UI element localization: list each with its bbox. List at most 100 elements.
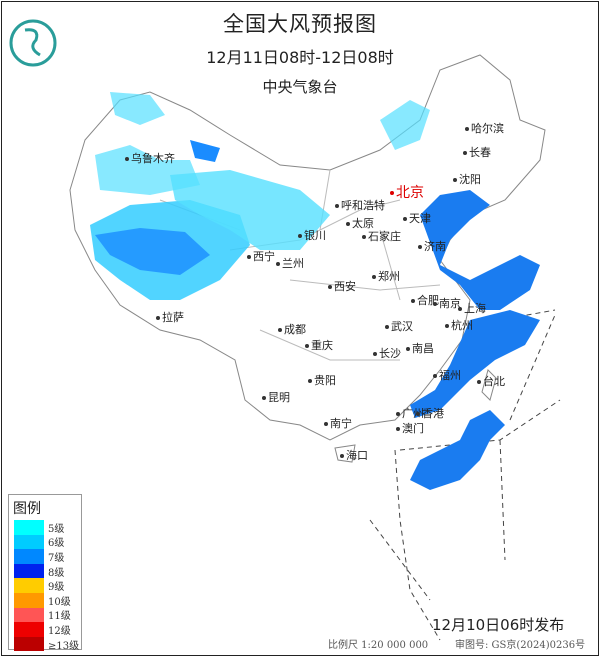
legend-item: 11级: [9, 607, 81, 623]
city-label: 杭州: [445, 317, 473, 333]
taiwan: [481, 369, 497, 401]
city-name: 西宁: [253, 250, 275, 263]
city-name: 郑州: [378, 270, 400, 283]
legend-label: 7级: [48, 552, 65, 564]
map-review-number: 审图号: GS京(2024)0236号: [455, 640, 586, 651]
city-name: 济南: [424, 240, 446, 253]
city-dot-icon: [335, 204, 339, 208]
legend-item: 6级: [9, 534, 81, 550]
issue-time: 12月10日06时发布: [432, 616, 565, 634]
city-label: 哈尔滨: [465, 120, 504, 136]
city-name: 澳门: [402, 422, 424, 435]
city-name: 拉萨: [162, 311, 184, 324]
city-dot-icon: [406, 347, 410, 351]
sea-boundaries: [369, 309, 561, 641]
city-label: 长春: [463, 144, 491, 160]
city-name: 沈阳: [459, 173, 481, 186]
city-name: 哈尔滨: [471, 122, 504, 135]
city-dot-icon: [453, 178, 457, 182]
city-label: 澳门: [396, 420, 424, 436]
city-label: 南昌: [406, 340, 434, 356]
city-dot-icon: [390, 191, 394, 195]
city-dot-icon: [372, 275, 376, 279]
city-name: 昆明: [268, 391, 290, 404]
city-name: 太原: [352, 217, 374, 230]
city-dot-icon: [262, 396, 266, 400]
forecast-period: 12月11日08时-12日08时: [206, 48, 394, 67]
city-label: 西宁: [247, 248, 275, 264]
legend-swatch: [14, 520, 44, 535]
legend-label: 10级: [48, 596, 71, 608]
legend-label: 8级: [48, 567, 65, 579]
legend-title: 图例: [13, 501, 41, 517]
city-name: 西安: [334, 280, 356, 293]
city-dot-icon: [433, 374, 437, 378]
legend-label: 6级: [48, 538, 65, 550]
city-dot-icon: [324, 422, 328, 426]
city-label: 北京: [390, 182, 424, 202]
city-dot-icon: [416, 412, 420, 416]
hainan: [334, 444, 356, 463]
cma-logo: [9, 19, 57, 67]
legend-swatch: [14, 578, 44, 593]
city-dot-icon: [362, 235, 366, 239]
city-label: 西安: [328, 278, 356, 294]
map-title: 全国大风预报图: [223, 12, 377, 36]
city-name: 武汉: [391, 320, 413, 333]
legend-swatch: [14, 534, 44, 550]
city-label: 昆明: [262, 389, 290, 405]
city-name: 上海: [464, 302, 486, 315]
legend-item: 9级: [9, 578, 81, 593]
legend: 图例 5级 6级 7级 8级 9级 10级 11级 12级 ≥13级: [8, 494, 82, 652]
city-dot-icon: [276, 262, 280, 266]
map-scale: 比例尺 1:20 000 000: [328, 640, 429, 651]
legend-item: 5级: [9, 520, 81, 535]
city-name: 南昌: [412, 342, 434, 355]
city-label: 济南: [418, 238, 446, 254]
legend-item: ≥13级: [9, 636, 81, 652]
legend-item: 7级: [9, 549, 81, 564]
city-label: 贵阳: [308, 372, 336, 388]
city-name: 福州: [439, 369, 461, 382]
city-label: 呼和浩特: [335, 197, 385, 213]
city-name: 银川: [304, 229, 326, 242]
city-name: 贵阳: [314, 374, 336, 387]
city-label: 太原: [346, 215, 374, 231]
city-name: 呼和浩特: [341, 199, 385, 212]
city-dot-icon: [465, 127, 469, 131]
city-dot-icon: [385, 325, 389, 329]
city-label: 石家庄: [362, 228, 401, 244]
legend-label: 5级: [48, 523, 65, 535]
city-name: 广州: [402, 407, 424, 420]
city-name: 重庆: [311, 339, 333, 352]
city-dot-icon: [156, 316, 160, 320]
city-name: 海口: [346, 449, 368, 462]
agency-name: 中央气象台: [262, 78, 338, 96]
city-label: 武汉: [385, 318, 413, 334]
legend-item: 10级: [9, 592, 81, 608]
city-dot-icon: [346, 222, 350, 226]
city-label: 南京: [433, 295, 461, 311]
city-label: 南宁: [324, 415, 352, 431]
city-label: 银川: [298, 227, 326, 243]
city-dot-icon: [477, 380, 481, 384]
legend-label: 12级: [48, 625, 71, 637]
city-name: 天津: [409, 212, 431, 225]
city-dot-icon: [396, 427, 400, 431]
city-dot-icon: [463, 151, 467, 155]
city-dot-icon: [418, 245, 422, 249]
city-dot-icon: [298, 234, 302, 238]
city-label: 乌鲁木齐: [125, 150, 175, 166]
city-label: 兰州: [276, 255, 304, 271]
city-dot-icon: [305, 344, 309, 348]
legend-swatch: [14, 549, 44, 564]
legend-label: ≥13级: [48, 640, 80, 652]
province-lines: [159, 169, 441, 361]
city-dot-icon: [411, 299, 415, 303]
legend-swatch: [14, 607, 44, 623]
legend-swatch: [14, 563, 44, 579]
legend-label: 9级: [48, 582, 65, 594]
city-dot-icon: [396, 412, 400, 416]
